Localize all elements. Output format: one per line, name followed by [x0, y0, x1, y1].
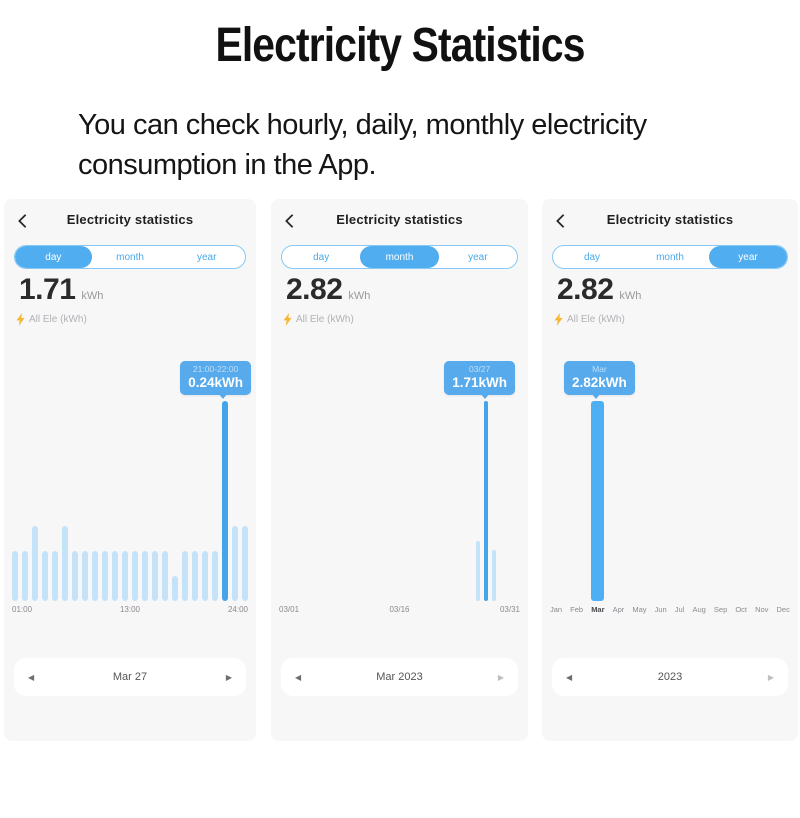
total-unit: kWh	[81, 290, 104, 302]
x-axis-label: 03/16	[389, 605, 410, 614]
total-value: 1.71	[19, 273, 76, 306]
screen-title: Electricity statistics	[336, 212, 463, 227]
x-axis: 03/01 03/16 03/31	[279, 605, 520, 614]
date-label: Mar 27	[112, 671, 148, 683]
tooltip-caret-icon	[218, 393, 228, 399]
tab-year[interactable]: year	[709, 246, 787, 268]
next-arrow-icon[interactable]: ▶	[225, 672, 232, 682]
next-arrow-icon[interactable]: ▶	[767, 672, 774, 682]
chart-tooltip: 21:00-22:00 0.24kWh	[180, 361, 251, 395]
period-tabs: day month year	[281, 245, 518, 269]
tooltip-range: 03/27	[468, 364, 491, 374]
screen-header: Electricity statistics	[4, 210, 256, 230]
screen-header: Electricity statistics	[542, 210, 798, 230]
tab-month[interactable]: month	[656, 251, 684, 263]
total-unit: kWh	[619, 290, 642, 302]
x-axis-label: 03/01	[279, 605, 300, 614]
phone-screen-year: Electricity statistics day month year 2.…	[542, 199, 798, 741]
x-axis-label: Jun	[654, 605, 667, 614]
lightning-icon	[554, 313, 563, 326]
x-axis-label: Jul	[674, 605, 685, 614]
tooltip-value: 2.82kWh	[572, 375, 627, 390]
bar-chart-daily: 03/27 1.71kWh	[279, 357, 520, 601]
chart-tooltip: Mar 2.82kWh	[564, 361, 635, 395]
lightning-icon	[283, 313, 292, 326]
x-axis-label: 01:00	[12, 605, 33, 614]
meter-label-row: All Ele (kWh)	[16, 313, 87, 326]
date-nav: ◀ Mar 27 ▶	[14, 658, 246, 696]
tooltip-range: Mar	[592, 364, 607, 374]
screen-title: Electricity statistics	[606, 212, 734, 227]
phone-screen-day: Electricity statistics day month year 1.…	[4, 199, 256, 741]
back-chevron-icon	[284, 213, 300, 229]
prev-arrow-icon[interactable]: ◀	[295, 672, 302, 682]
x-axis-label: Dec	[776, 605, 790, 614]
chart-tooltip: 03/27 1.71kWh	[444, 361, 515, 395]
x-axis-label: Nov	[755, 605, 769, 614]
tooltip-caret-icon	[480, 393, 490, 399]
prev-arrow-icon[interactable]: ◀	[566, 672, 573, 682]
date-nav: ◀ Mar 2023 ▶	[281, 658, 518, 696]
back-button[interactable]	[284, 213, 300, 229]
x-axis-label: Sep	[713, 605, 728, 614]
tooltip-caret-icon	[591, 393, 601, 399]
x-axis: 01:00 13:00 24:00	[12, 605, 248, 614]
tooltip-value: 1.71kWh	[452, 375, 507, 390]
bar-chart-monthly: Mar 2.82kWh	[550, 357, 790, 601]
x-axis: Jan Feb Mar Apr May Jun Jul Aug Sep Oct Nov Dec	[550, 605, 790, 614]
tab-day[interactable]: day	[313, 251, 330, 263]
total-value: 2.82	[557, 273, 614, 306]
meter-label: All Ele (kWh)	[29, 314, 87, 325]
meter-label: All Ele (kWh)	[567, 314, 625, 325]
tab-month[interactable]: month	[116, 251, 144, 263]
bars[interactable]	[279, 401, 520, 601]
x-axis-label: Jan	[550, 605, 563, 614]
tooltip-range: 21:00-22:00	[192, 364, 239, 374]
period-tabs: day month year	[552, 245, 788, 269]
back-chevron-icon	[555, 213, 571, 229]
page-title: Electricity Statistics	[215, 19, 585, 72]
meter-label-row: All Ele (kWh)	[554, 313, 625, 326]
screen-header: Electricity statistics	[271, 210, 528, 230]
prev-arrow-icon[interactable]: ◀	[28, 672, 35, 682]
tab-month[interactable]: month	[360, 246, 439, 268]
total-unit: kWh	[348, 290, 371, 302]
bars[interactable]	[12, 401, 248, 601]
x-axis-label: May	[632, 605, 647, 614]
back-button[interactable]	[555, 213, 571, 229]
bar-chart-hourly: 21:00-22:00 0.24kWh	[12, 357, 251, 601]
date-label: Mar 2023	[376, 671, 423, 683]
date-nav: ◀ 2023 ▶	[552, 658, 788, 696]
date-label: 2023	[657, 671, 683, 683]
phone-screen-month: Electricity statistics day month year 2.…	[271, 199, 528, 741]
tooltip-value: 0.24kWh	[188, 375, 243, 390]
x-axis-label: 24:00	[227, 605, 248, 614]
meter-label: All Ele (kWh)	[296, 314, 354, 325]
period-tabs: day month year	[14, 245, 246, 269]
tab-year[interactable]: year	[468, 251, 488, 263]
total-consumption: 2.82 kWh	[286, 273, 370, 307]
meter-label-row: All Ele (kWh)	[283, 313, 354, 326]
x-axis-label: Mar	[591, 605, 605, 614]
back-chevron-icon	[17, 213, 33, 229]
x-axis-label: 13:00	[119, 605, 141, 614]
x-axis-label: Apr	[612, 605, 625, 614]
x-axis-label: Aug	[692, 605, 706, 614]
screen-title: Electricity statistics	[66, 212, 194, 227]
x-axis-label: Feb	[570, 605, 584, 614]
x-axis-label: Oct	[735, 605, 747, 614]
x-axis-label: 03/31	[499, 605, 520, 614]
tab-day[interactable]: day	[583, 251, 601, 263]
tab-day[interactable]: day	[15, 246, 92, 268]
lightning-icon	[16, 313, 25, 326]
total-consumption: 1.71 kWh	[19, 273, 103, 307]
next-arrow-icon[interactable]: ▶	[497, 672, 504, 682]
tab-year[interactable]: year	[196, 251, 217, 263]
total-value: 2.82	[286, 273, 343, 306]
back-button[interactable]	[17, 213, 33, 229]
page-subtitle: You can check hourly, daily, monthly ele…	[78, 109, 647, 182]
total-consumption: 2.82 kWh	[557, 273, 641, 307]
bars[interactable]	[550, 401, 790, 601]
